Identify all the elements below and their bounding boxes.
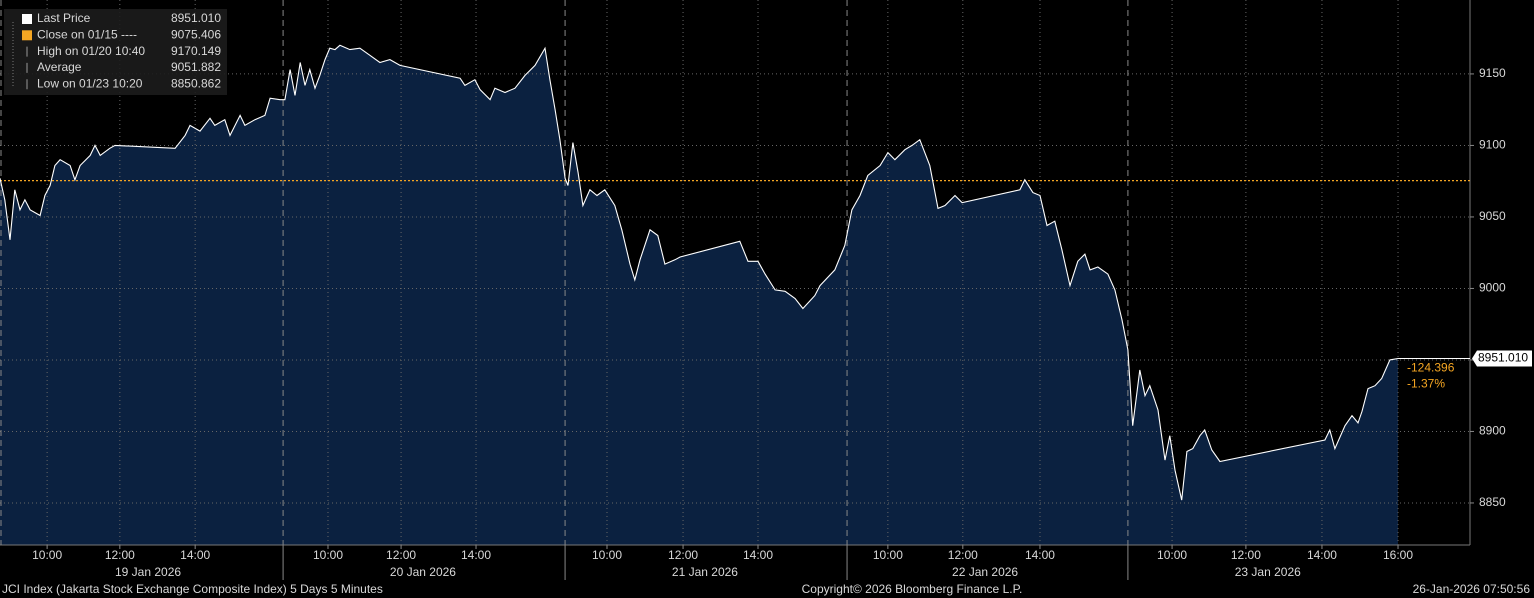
legend-label: Close on 01/15 ---- — [37, 27, 137, 41]
y-tick-label: 8900 — [1479, 424, 1506, 438]
legend-value: 8850.862 — [171, 76, 221, 90]
x-tick-label: 12:00 — [1231, 548, 1261, 562]
legend-value: 9170.149 — [171, 44, 221, 58]
x-tick-label: 10:00 — [873, 548, 903, 562]
legend-value: 8951.010 — [171, 11, 221, 25]
x-tick-label: 12:00 — [948, 548, 978, 562]
x-tick-label: 14:00 — [743, 548, 773, 562]
date-label: 23 Jan 2026 — [1235, 565, 1301, 579]
legend-value: 9051.882 — [171, 60, 221, 74]
change-pct-label: -1.37% — [1407, 377, 1445, 391]
legend-value: 9075.406 — [171, 27, 221, 41]
legend-label: Average — [37, 60, 82, 74]
x-tick-label: 12:00 — [668, 548, 698, 562]
x-tick-label: 10:00 — [313, 548, 343, 562]
footer-right: 26-Jan-2026 07:50:56 — [1413, 582, 1531, 596]
y-tick-label: 9000 — [1479, 281, 1506, 295]
date-label: 21 Jan 2026 — [672, 565, 738, 579]
price-line — [0, 44, 1399, 501]
x-tick-label: 10:00 — [592, 548, 622, 562]
x-tick-label: 16:00 — [1383, 548, 1413, 562]
x-tick-label: 14:00 — [1307, 548, 1337, 562]
y-tick-label: 9050 — [1479, 209, 1506, 223]
y-tick-label: 9100 — [1479, 138, 1506, 152]
x-tick-label: 10:00 — [32, 548, 62, 562]
legend-label: High on 01/20 10:40 — [37, 44, 145, 58]
footer-center: Copyright© 2026 Bloomberg Finance L.P. — [802, 582, 1023, 596]
y-tick-label: 9150 — [1479, 66, 1506, 80]
x-tick-label: 14:00 — [461, 548, 491, 562]
x-tick-label: 12:00 — [386, 548, 416, 562]
x-tick-label: 12:00 — [105, 548, 135, 562]
legend-label: Low on 01/23 10:20 — [37, 76, 143, 90]
y-tick-label: 8850 — [1479, 495, 1506, 509]
plot-area — [0, 45, 1398, 546]
date-label: 20 Jan 2026 — [390, 565, 456, 579]
x-tick-label: 14:00 — [1025, 548, 1055, 562]
last-price-label: 8951.010 — [1478, 351, 1528, 365]
last-price-box — [1472, 350, 1532, 367]
change-label: -124.396 — [1407, 361, 1455, 375]
x-tick-label: 14:00 — [180, 548, 210, 562]
footer-left: JCI Index (Jakarta Stock Exchange Compos… — [2, 582, 383, 596]
legend-swatch — [22, 14, 32, 24]
date-label: 19 Jan 2026 — [115, 565, 181, 579]
legend-label: Last Price — [37, 11, 91, 25]
date-label: 22 Jan 2026 — [952, 565, 1018, 579]
legend-box — [4, 9, 227, 95]
x-tick-label: 10:00 — [1157, 548, 1187, 562]
area-fill — [0, 45, 1398, 546]
legend-swatch — [22, 30, 32, 41]
